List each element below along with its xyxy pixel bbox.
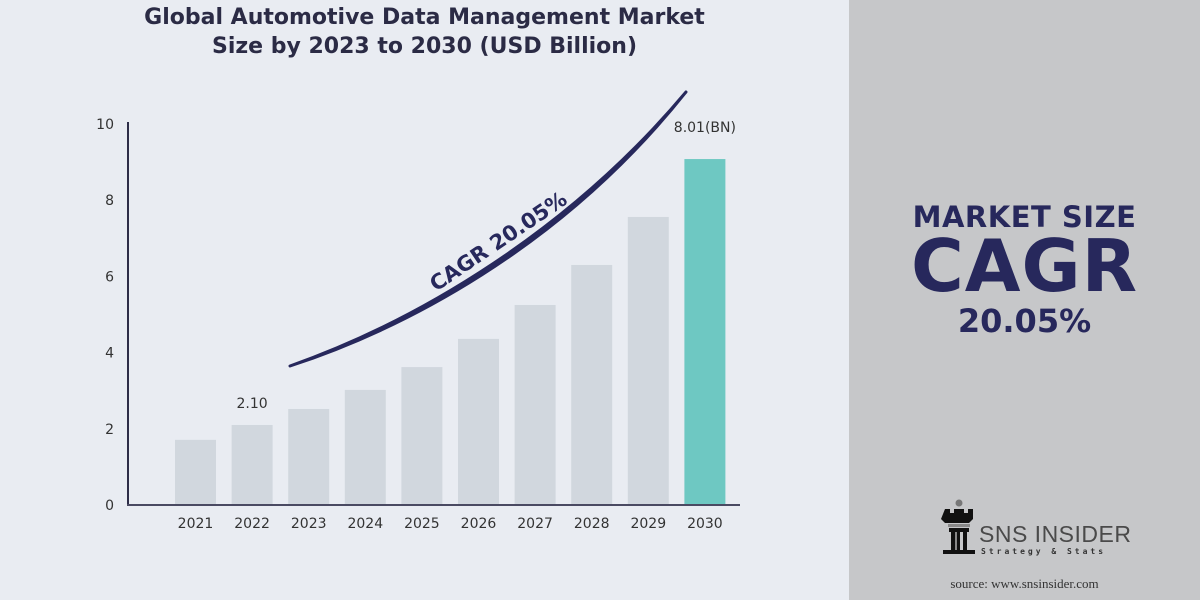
market-size-label: MARKET SIZE: [912, 200, 1137, 234]
y-tick-label: 4: [105, 346, 114, 362]
bar-2022: [231, 424, 273, 505]
x-tick-label: 2024: [347, 516, 383, 532]
side-panel: MARKET SIZE CAGR 20.05% SNS INSIDER Stra…: [849, 0, 1200, 600]
cagr-arrow: CAGR 20.05%: [288, 90, 688, 368]
bar-2026: [458, 338, 499, 505]
cagr-value: 20.05%: [957, 302, 1092, 340]
x-tick-label: 2028: [574, 516, 610, 532]
cagr-headline: CAGR: [910, 224, 1139, 308]
x-tick-label: 2021: [178, 516, 214, 532]
bar-2021: [175, 439, 216, 505]
y-tick-label: 6: [105, 269, 114, 285]
x-tick-label: 2022: [234, 516, 270, 532]
data-label-2022: 2.10: [237, 396, 268, 412]
data-label-2030: 8.01(BN): [674, 120, 736, 136]
bar-2030: [684, 159, 726, 505]
x-tick-label: 2030: [687, 516, 723, 532]
bar-2027: [514, 304, 556, 505]
bar-2024: [344, 389, 386, 505]
y-tick-label: 10: [96, 117, 114, 133]
chart-title-line-2: Size by 2023 to 2030 (USD Billion): [211, 34, 638, 59]
logo-name: SNS INSIDER: [979, 521, 1132, 547]
x-tick-label: 2025: [404, 516, 440, 532]
sns-insider-logo: SNS INSIDER Strategy & Stats: [939, 497, 1139, 559]
chart-panel: Global Automotive Data Management Market…: [96, 5, 740, 532]
x-tick-label: 2029: [630, 516, 666, 532]
logo-tagline: Strategy & Stats: [981, 547, 1107, 556]
bar-2025: [401, 367, 443, 505]
cagr-arrow-curve: [288, 90, 688, 368]
bar-chart: 0 2 4 6 8 10 2021 2022 2023 2024 2025 2026 2027 2028…: [96, 90, 740, 532]
y-tick-label: 8: [105, 193, 114, 209]
chess-rook-icon: [941, 499, 975, 554]
chart-title-line-1: Global Automotive Data Management Market: [144, 5, 705, 30]
bar-2023: [288, 408, 330, 505]
x-tick-label: 2023: [291, 516, 327, 532]
bar-2028: [571, 264, 613, 505]
x-tick-label: 2026: [461, 516, 497, 532]
cagr-annotation: CAGR 20.05%: [425, 187, 571, 296]
x-tick-label: 2027: [517, 516, 553, 532]
y-tick-label: 0: [105, 498, 114, 514]
bar-2029: [627, 216, 669, 506]
y-tick-label: 2: [105, 422, 114, 438]
source-credit: source: www.snsinsider.com: [950, 576, 1099, 591]
